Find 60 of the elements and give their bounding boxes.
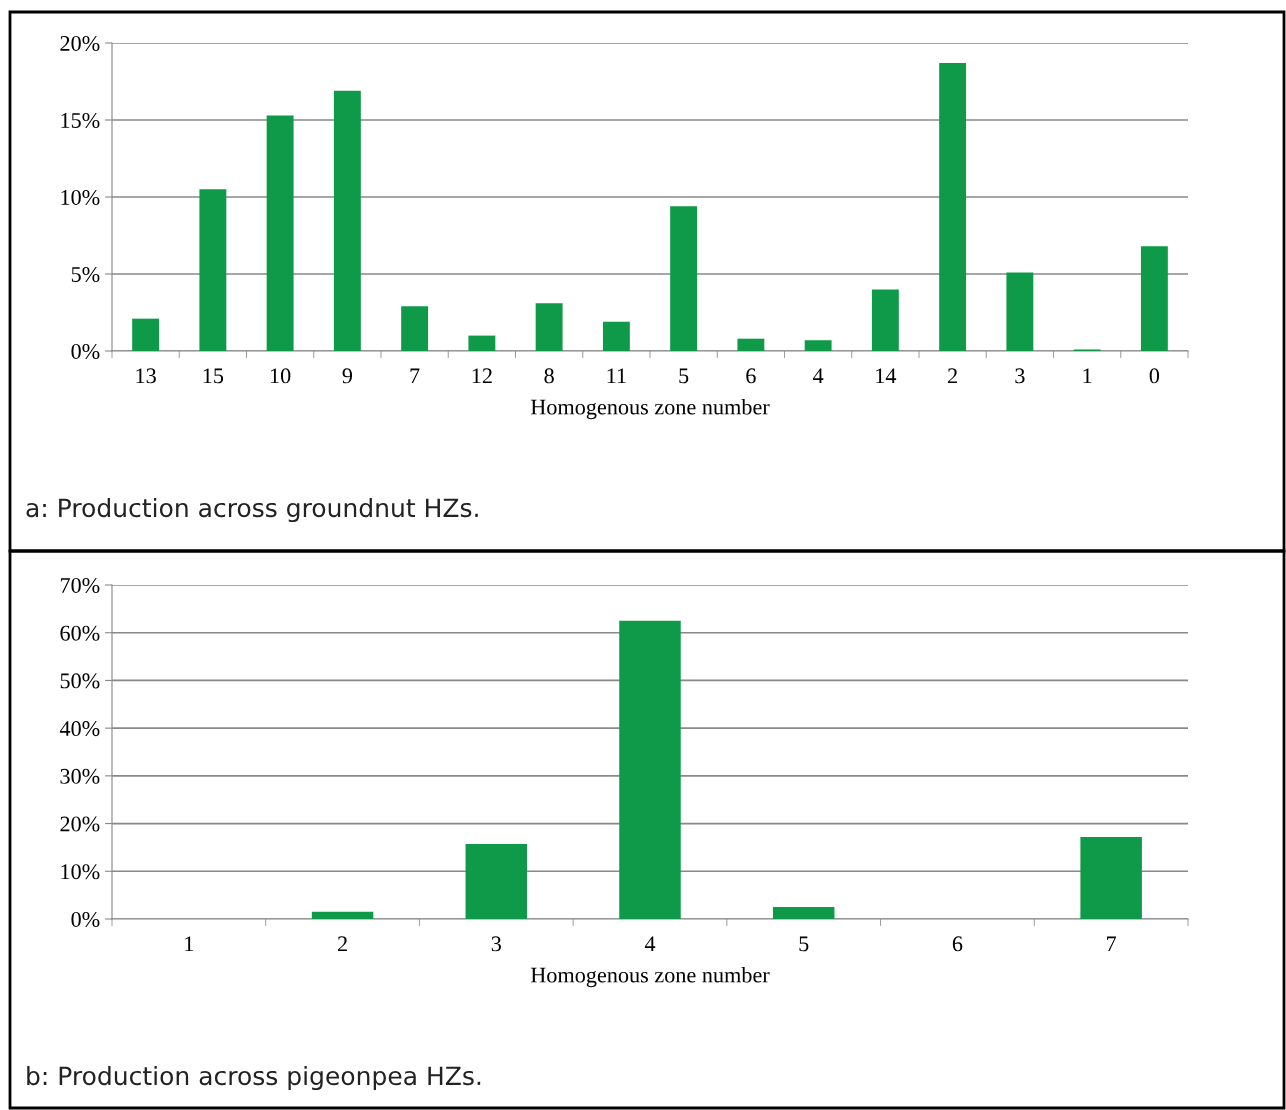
y-tick-label: 20%: [60, 35, 100, 51]
x-tick-label: 2: [337, 936, 347, 952]
y-tick-label: 0%: [71, 343, 100, 359]
text: b: Production across pigeonpea HZs.: [27, 1065, 481, 1091]
bar: [1140, 246, 1168, 351]
bar: [1006, 272, 1034, 351]
bar: [132, 318, 160, 351]
x-tick-label: 5: [799, 936, 809, 952]
x-axis-title: Homogenous zone number: [530, 966, 770, 988]
bar: [465, 844, 528, 919]
x-tick-label: 1: [185, 936, 194, 952]
x-axis-title: Homogenous zone number: [530, 398, 770, 420]
x-tick-label: 5: [679, 368, 689, 384]
y-tick-label: 0%: [71, 911, 100, 927]
y-tick-label: 5%: [71, 266, 100, 282]
bar: [311, 911, 374, 919]
bar: [737, 338, 765, 351]
bar: [199, 189, 227, 351]
y-tick-label: 70%: [60, 577, 100, 593]
y-tick-label: 30%: [60, 768, 100, 784]
bar: [1080, 836, 1142, 919]
y-tick-label: 10%: [61, 189, 100, 205]
x-tick-label: 10: [270, 368, 291, 384]
y-tick-label: 15%: [61, 112, 100, 128]
bar: [468, 335, 496, 351]
x-tick-label: 11: [607, 368, 626, 384]
x-tick-label: 13: [136, 368, 156, 384]
x-tick-label: 7: [410, 368, 420, 384]
bar: [772, 907, 835, 919]
x-tick-label: 4: [644, 936, 656, 952]
bar: [670, 206, 698, 351]
x-tick-label: 15: [203, 368, 224, 384]
x-tick-label: 0: [1149, 368, 1160, 384]
bar: [333, 90, 361, 351]
x-tick-label: 3: [1015, 368, 1025, 384]
x-tick-label: 14: [876, 368, 897, 384]
x-tick-label: 2: [948, 368, 957, 384]
bar: [804, 340, 832, 351]
bar: [871, 289, 899, 351]
x-tick-label: 9: [342, 368, 353, 384]
y-tick-label: 10%: [61, 864, 100, 880]
bar: [266, 115, 294, 351]
x-tick-label: 7: [1107, 936, 1117, 952]
x-tick-label: 12: [472, 368, 492, 384]
bar: [602, 321, 630, 351]
bar: [401, 306, 429, 351]
x-tick-label: 6: [746, 368, 756, 384]
x-tick-label: 4: [813, 368, 824, 384]
x-tick-label: 1: [1083, 368, 1092, 384]
y-tick-label: 40%: [59, 721, 100, 737]
text: a: Production across groundnut HZs.: [26, 497, 478, 523]
x-tick-label: 8: [544, 368, 554, 384]
x-tick-label: 6: [952, 936, 963, 952]
bar: [939, 63, 967, 351]
y-tick-label: 60%: [60, 625, 100, 641]
x-tick-label: 3: [491, 936, 501, 952]
bar: [535, 303, 563, 351]
y-tick-label: 20%: [60, 816, 100, 832]
bar: [619, 620, 681, 919]
y-tick-label: 50%: [60, 673, 100, 689]
